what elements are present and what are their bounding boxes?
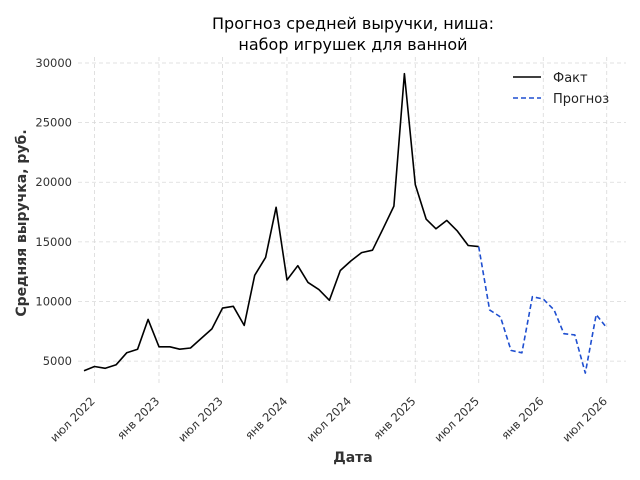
x-axis-label: Дата xyxy=(333,450,372,466)
legend: Факт Прогноз xyxy=(513,71,609,107)
y-tick-label: 20000 xyxy=(35,175,72,189)
y-tick-label: 5000 xyxy=(43,354,72,368)
series-line-forecast xyxy=(477,246,608,374)
legend-label-fact: Факт xyxy=(553,71,588,86)
legend-label-forecast: Прогноз xyxy=(553,92,609,107)
y-tick-label: 25000 xyxy=(35,116,72,130)
series-lines xyxy=(83,72,608,374)
y-tick-label: 30000 xyxy=(35,56,72,70)
y-tick-label: 10000 xyxy=(35,295,72,309)
series-line-fact xyxy=(83,72,479,372)
chart-title-line-1: Прогноз средней выручки, ниша: xyxy=(212,14,494,33)
y-tick-labels: 5000 10000 15000 20000 25000 30000 xyxy=(35,56,72,368)
y-tick-label: 15000 xyxy=(35,235,72,249)
grid xyxy=(78,57,626,385)
y-axis-label: Средняя выручка, руб. xyxy=(14,129,30,316)
chart-title-line-2: набор игрушек для ванной xyxy=(238,35,467,54)
